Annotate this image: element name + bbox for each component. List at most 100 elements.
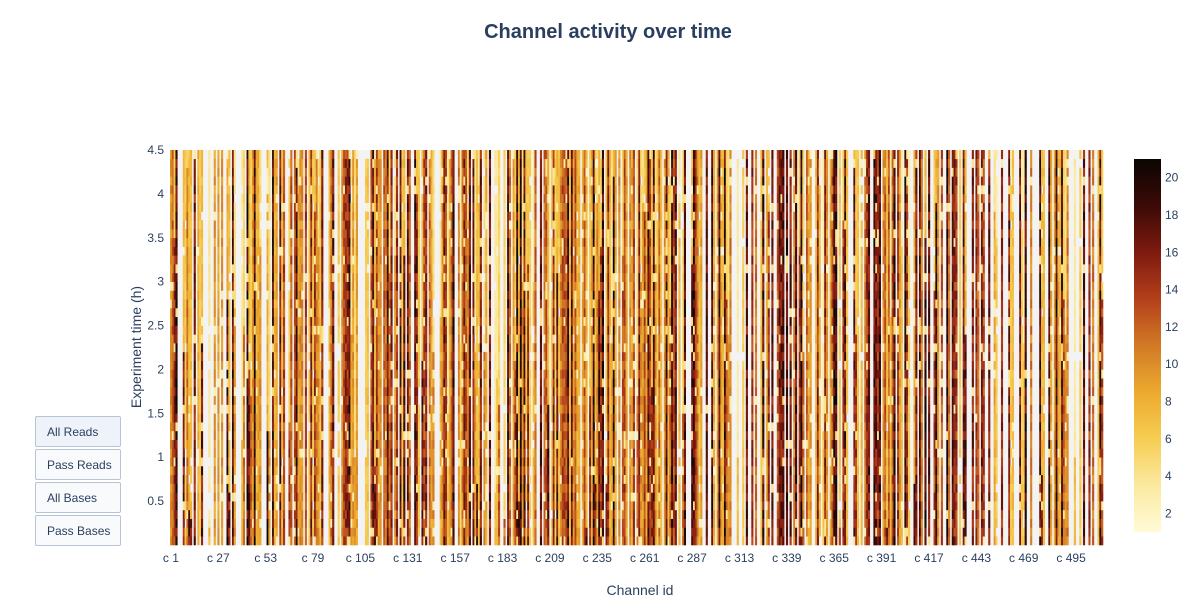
heatmap-cell bbox=[448, 404, 451, 414]
heatmap-cell bbox=[432, 395, 435, 405]
heatmap-cell bbox=[248, 150, 251, 160]
heatmap-cell bbox=[175, 281, 178, 291]
heatmap-cell bbox=[173, 158, 176, 168]
heatmap-cell bbox=[317, 501, 320, 511]
heatmap-cell bbox=[414, 404, 417, 414]
heatmap-cell bbox=[190, 334, 193, 344]
heatmap-cell bbox=[231, 466, 235, 476]
heatmap-cell bbox=[190, 264, 193, 274]
heatmap-cell bbox=[366, 448, 369, 458]
heatmap-cell bbox=[301, 281, 304, 291]
heatmap-cell bbox=[248, 351, 251, 361]
heatmap-cell bbox=[467, 290, 470, 300]
heatmap-cell bbox=[399, 527, 402, 537]
heatmap-cell bbox=[374, 378, 377, 388]
heatmap-cell bbox=[468, 387, 471, 397]
heatmap-cell bbox=[299, 448, 302, 458]
heatmap-cell bbox=[293, 483, 297, 493]
heatmap-cell bbox=[275, 422, 278, 432]
heatmap-cell bbox=[259, 272, 262, 282]
heatmap-cell bbox=[217, 536, 220, 546]
heatmap-cell bbox=[293, 167, 297, 177]
heatmap-cell bbox=[332, 457, 335, 467]
heatmap-cell bbox=[279, 518, 282, 528]
heatmap-cell bbox=[343, 404, 346, 414]
heatmap-cell bbox=[385, 509, 388, 519]
heatmap-cell bbox=[399, 492, 402, 502]
heatmap-cell bbox=[370, 351, 373, 361]
heatmap-cell bbox=[299, 509, 302, 519]
heatmap-cell bbox=[188, 220, 191, 230]
heatmap-cell bbox=[468, 167, 471, 177]
heatmap-cell bbox=[386, 158, 389, 168]
heatmap-cell bbox=[352, 150, 355, 160]
heatmap-cell bbox=[463, 378, 466, 388]
heatmap-cell bbox=[417, 343, 420, 353]
heatmap-cell bbox=[175, 308, 178, 318]
heatmap-cell bbox=[463, 299, 466, 309]
heatmap-cell bbox=[184, 536, 187, 546]
heatmap-cell bbox=[417, 185, 420, 195]
heatmap-cell bbox=[468, 334, 471, 344]
heatmap-cell bbox=[341, 299, 344, 309]
heatmap-cell bbox=[279, 536, 282, 546]
heatmap-cell bbox=[282, 246, 286, 256]
heatmap-cell bbox=[199, 448, 202, 458]
heatmap-cell bbox=[170, 193, 173, 203]
heatmap-cell bbox=[200, 466, 204, 476]
heatmap-cell bbox=[421, 404, 424, 414]
heatmap-cell bbox=[173, 272, 176, 282]
heatmap-cell bbox=[394, 185, 397, 195]
heatmap-cell bbox=[343, 474, 346, 484]
heatmap-cell bbox=[465, 229, 468, 239]
heatmap-cell bbox=[275, 378, 278, 388]
heatmap-cell bbox=[253, 369, 256, 379]
heatmap-cell bbox=[385, 272, 388, 282]
heatmap-cell bbox=[343, 202, 346, 212]
heatmap-cell bbox=[171, 158, 174, 168]
heatmap-cell bbox=[200, 325, 204, 335]
heatmap-cell bbox=[439, 413, 442, 423]
heatmap-cell bbox=[346, 246, 349, 256]
heatmap-cell bbox=[321, 343, 324, 353]
heatmap-cell bbox=[332, 536, 335, 546]
heatmap-cell bbox=[299, 378, 302, 388]
heatmap-cell bbox=[170, 430, 173, 440]
heatmap-cell bbox=[184, 474, 187, 484]
heatmap-cell bbox=[217, 351, 220, 361]
heatmap-cell bbox=[352, 246, 355, 256]
heatmap-cell bbox=[423, 150, 426, 160]
heatmap-cell bbox=[182, 483, 185, 493]
heatmap-cell bbox=[279, 150, 282, 160]
heatmap-cell bbox=[242, 325, 246, 335]
heatmap-cell bbox=[408, 369, 411, 379]
heatmap-cell bbox=[293, 439, 297, 449]
heatmap-cell bbox=[408, 325, 411, 335]
heatmap-cell bbox=[352, 492, 355, 502]
heatmap-cell bbox=[295, 334, 298, 344]
heatmap-cell bbox=[421, 325, 424, 335]
heatmap-cell bbox=[188, 466, 191, 476]
heatmap-cell bbox=[272, 343, 275, 353]
heatmap-cell bbox=[319, 501, 322, 511]
heatmap-cell bbox=[463, 325, 466, 335]
heatmap-cell bbox=[301, 351, 304, 361]
heatmap-cell bbox=[417, 150, 420, 160]
heatmap-cell bbox=[246, 220, 249, 230]
heatmap-cell bbox=[268, 272, 271, 282]
heatmap-cell bbox=[315, 202, 318, 212]
heatmap-cell bbox=[213, 351, 216, 361]
heatmap-cell bbox=[188, 378, 191, 388]
heatmap-cell bbox=[448, 387, 451, 397]
heatmap-cell bbox=[354, 483, 357, 493]
heatmap-cell bbox=[332, 448, 335, 458]
heatmap-cell bbox=[268, 158, 271, 168]
heatmap-cell bbox=[257, 369, 260, 379]
heatmap-cell bbox=[281, 518, 284, 528]
heatmap-cell bbox=[248, 246, 251, 256]
heatmap-cell bbox=[425, 492, 428, 502]
heatmap-cell bbox=[186, 325, 189, 335]
heatmap-cell bbox=[344, 360, 348, 370]
heatmap-cell bbox=[379, 167, 382, 177]
heatmap-cell bbox=[310, 360, 313, 370]
